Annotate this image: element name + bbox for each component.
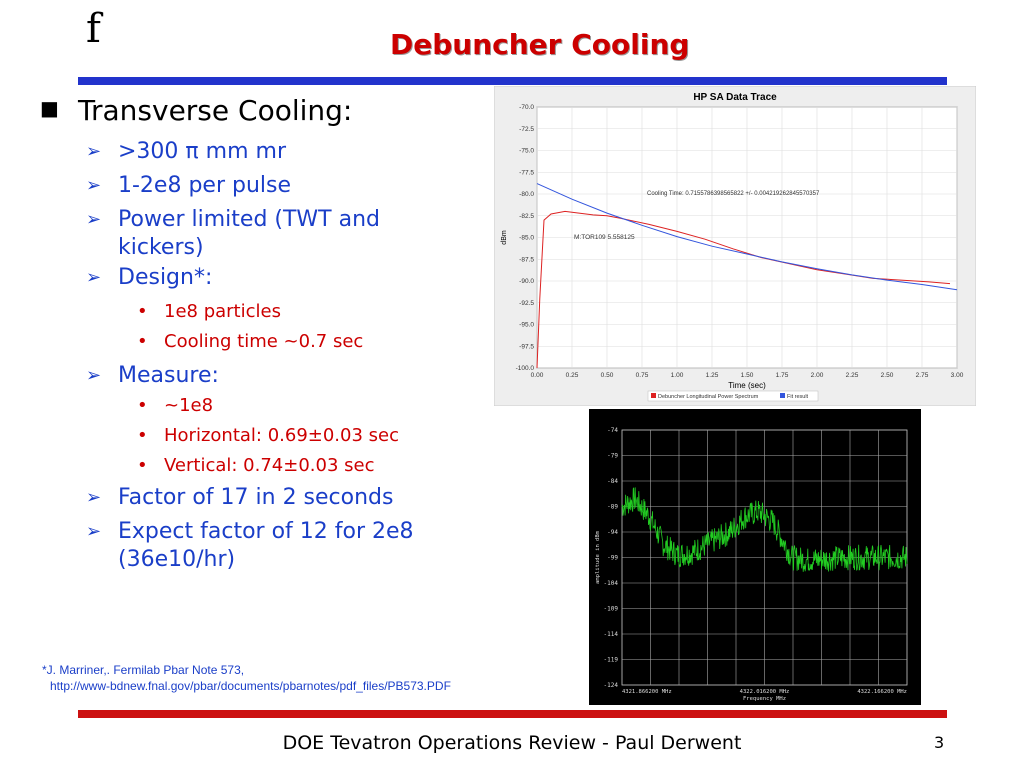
sub-bullet-text: Cooling time ~0.7 sec <box>164 331 364 352</box>
reference-line-1: *J. Marriner,. Fermilab Pbar Note 573, <box>42 663 245 677</box>
x-tick-label: 2.50 <box>881 372 894 379</box>
x-tick-label: 1.50 <box>741 372 754 379</box>
legend-label: Debuncher Longitudinal Power Spectrum <box>658 394 759 400</box>
sub-bullet-text: Vertical: 0.74±0.03 sec <box>164 455 375 476</box>
hp-sa-data-trace-chart: HP SA Data Trace 0.00 0.25 0.50 0.75 1.00 1.25… <box>494 86 976 406</box>
x-tick-label: 0.25 <box>566 372 579 379</box>
bullet-text: Measure: <box>118 363 219 388</box>
dot-bullet-icon: • <box>137 331 148 352</box>
x-tick-label: 1.75 <box>776 372 789 379</box>
y-tick-label: -87.5 <box>519 256 534 263</box>
spectrum-trace-line <box>621 487 908 572</box>
x-tick-label: 4322.166200 MHz <box>857 689 907 695</box>
dot-bullet-icon: • <box>137 455 148 476</box>
y-tick-label: -70.0 <box>519 104 534 111</box>
reference-link[interactable]: http://www-bdnew.fnal.gov/pbar/documents… <box>50 679 451 693</box>
x-tick-label: 0.00 <box>531 372 544 379</box>
y-tick-label: -89 <box>607 504 618 511</box>
y-tick-label: -109 <box>604 606 619 613</box>
y-axis-label: dBm <box>501 230 508 245</box>
arrow-bullet-icon: ➢ <box>86 175 102 196</box>
square-bullet-icon: ■ <box>40 96 59 120</box>
reference-note: *J. Marriner,. Fermilab Pbar Note 573, h… <box>42 662 451 694</box>
y-tick-label: -92.5 <box>519 300 534 307</box>
y-tick-label: -95.0 <box>519 322 534 329</box>
mtor-annotation: M:TOR109 5.558125 <box>574 234 635 241</box>
y-tick-label: -90.0 <box>519 278 534 285</box>
y-tick-label: -100.0 <box>516 365 535 372</box>
legend-swatch <box>651 393 656 398</box>
y-tick-label: -114 <box>604 631 619 638</box>
x-axis-label: Time (sec) <box>728 381 766 390</box>
y-tick-label: -80.0 <box>519 191 534 198</box>
y-tick-label: -84 <box>607 478 618 485</box>
bullet-text: Power limited (TWT and kickers) <box>118 207 380 260</box>
dot-bullet-icon: • <box>137 425 148 446</box>
legend-label: Fit result <box>787 394 809 400</box>
legend-box <box>647 390 819 402</box>
arrow-bullet-icon: ➢ <box>86 141 102 162</box>
y-tick-label: -74 <box>607 427 618 434</box>
x-tick-label: 1.00 <box>671 372 684 379</box>
slide-footer: DOE Tevatron Operations Review - Paul De… <box>282 732 742 754</box>
x-tick-label: 1.25 <box>706 372 719 379</box>
y-axis-label: amplitude in dBm <box>595 530 601 584</box>
x-tick-label: 2.75 <box>916 372 929 379</box>
y-tick-label: -97.5 <box>519 343 534 350</box>
y-tick-label: -72.5 <box>519 126 534 133</box>
y-tick-label: -104 <box>604 580 619 587</box>
bullet-text: 1-2e8 per pulse <box>118 173 292 198</box>
dot-bullet-icon: • <box>137 301 148 322</box>
chart-background <box>589 409 921 705</box>
sub-bullet-text: Horizontal: 0.69±0.03 sec <box>164 425 400 446</box>
main-bullet-text: Transverse Cooling: <box>78 94 353 127</box>
dot-bullet-icon: • <box>137 395 148 416</box>
bottom-divider <box>78 710 947 718</box>
legend-swatch <box>780 393 785 398</box>
sub-bullet-text: 1e8 particles <box>164 301 281 322</box>
bullet-text: Factor of 17 in 2 seconds <box>118 485 394 510</box>
arrow-bullet-icon: ➢ <box>86 267 102 288</box>
y-tick-label: -77.5 <box>519 169 534 176</box>
arrow-bullet-icon: ➢ <box>86 365 102 386</box>
x-tick-label: 0.50 <box>601 372 614 379</box>
slide-title: Debuncher Cooling <box>390 28 690 61</box>
arrow-bullet-icon: ➢ <box>86 521 102 542</box>
sub-bullet-text: ~1e8 <box>164 395 214 416</box>
y-tick-label: -119 <box>604 657 619 664</box>
bullet-text: Design*: <box>118 265 213 290</box>
arrow-bullet-icon: ➢ <box>86 487 102 508</box>
spectrum-analyzer-chart: -74-79-84-89-94-99-104-109-114-119-12443… <box>589 409 921 705</box>
x-tick-label: 2.25 <box>846 372 859 379</box>
x-tick-label: 4322.016200 MHz <box>740 689 790 695</box>
arrow-bullet-icon: ➢ <box>86 209 102 230</box>
cooling-time-annotation: Cooling Time: 0.7155786398565822 +/- 0.0… <box>647 191 820 197</box>
x-axis-label: Frequency MHz <box>743 696 786 702</box>
x-tick-label: 2.00 <box>811 372 824 379</box>
chart-title: HP SA Data Trace <box>693 92 777 103</box>
x-tick-label: 3.00 <box>951 372 964 379</box>
fit-result-line <box>536 183 958 291</box>
page-number: 3 <box>934 733 945 752</box>
y-tick-label: -124 <box>604 682 619 689</box>
y-tick-label: -79 <box>607 453 618 460</box>
y-tick-label: -94 <box>607 529 618 536</box>
y-tick-label: -75.0 <box>519 148 534 155</box>
x-tick-label: 0.75 <box>636 372 649 379</box>
y-tick-label: -82.5 <box>519 213 534 220</box>
y-tick-label: -99 <box>607 555 618 562</box>
bullet-text: Expect factor of 12 for 2e8 (36e10/hr) <box>118 519 414 572</box>
bullet-text: >300 π mm mr <box>118 139 286 164</box>
x-tick-label: 4321.866200 MHz <box>622 689 672 695</box>
top-divider <box>78 77 947 85</box>
y-tick-label: -85.0 <box>519 235 534 242</box>
fermilab-logo: f <box>86 6 101 52</box>
